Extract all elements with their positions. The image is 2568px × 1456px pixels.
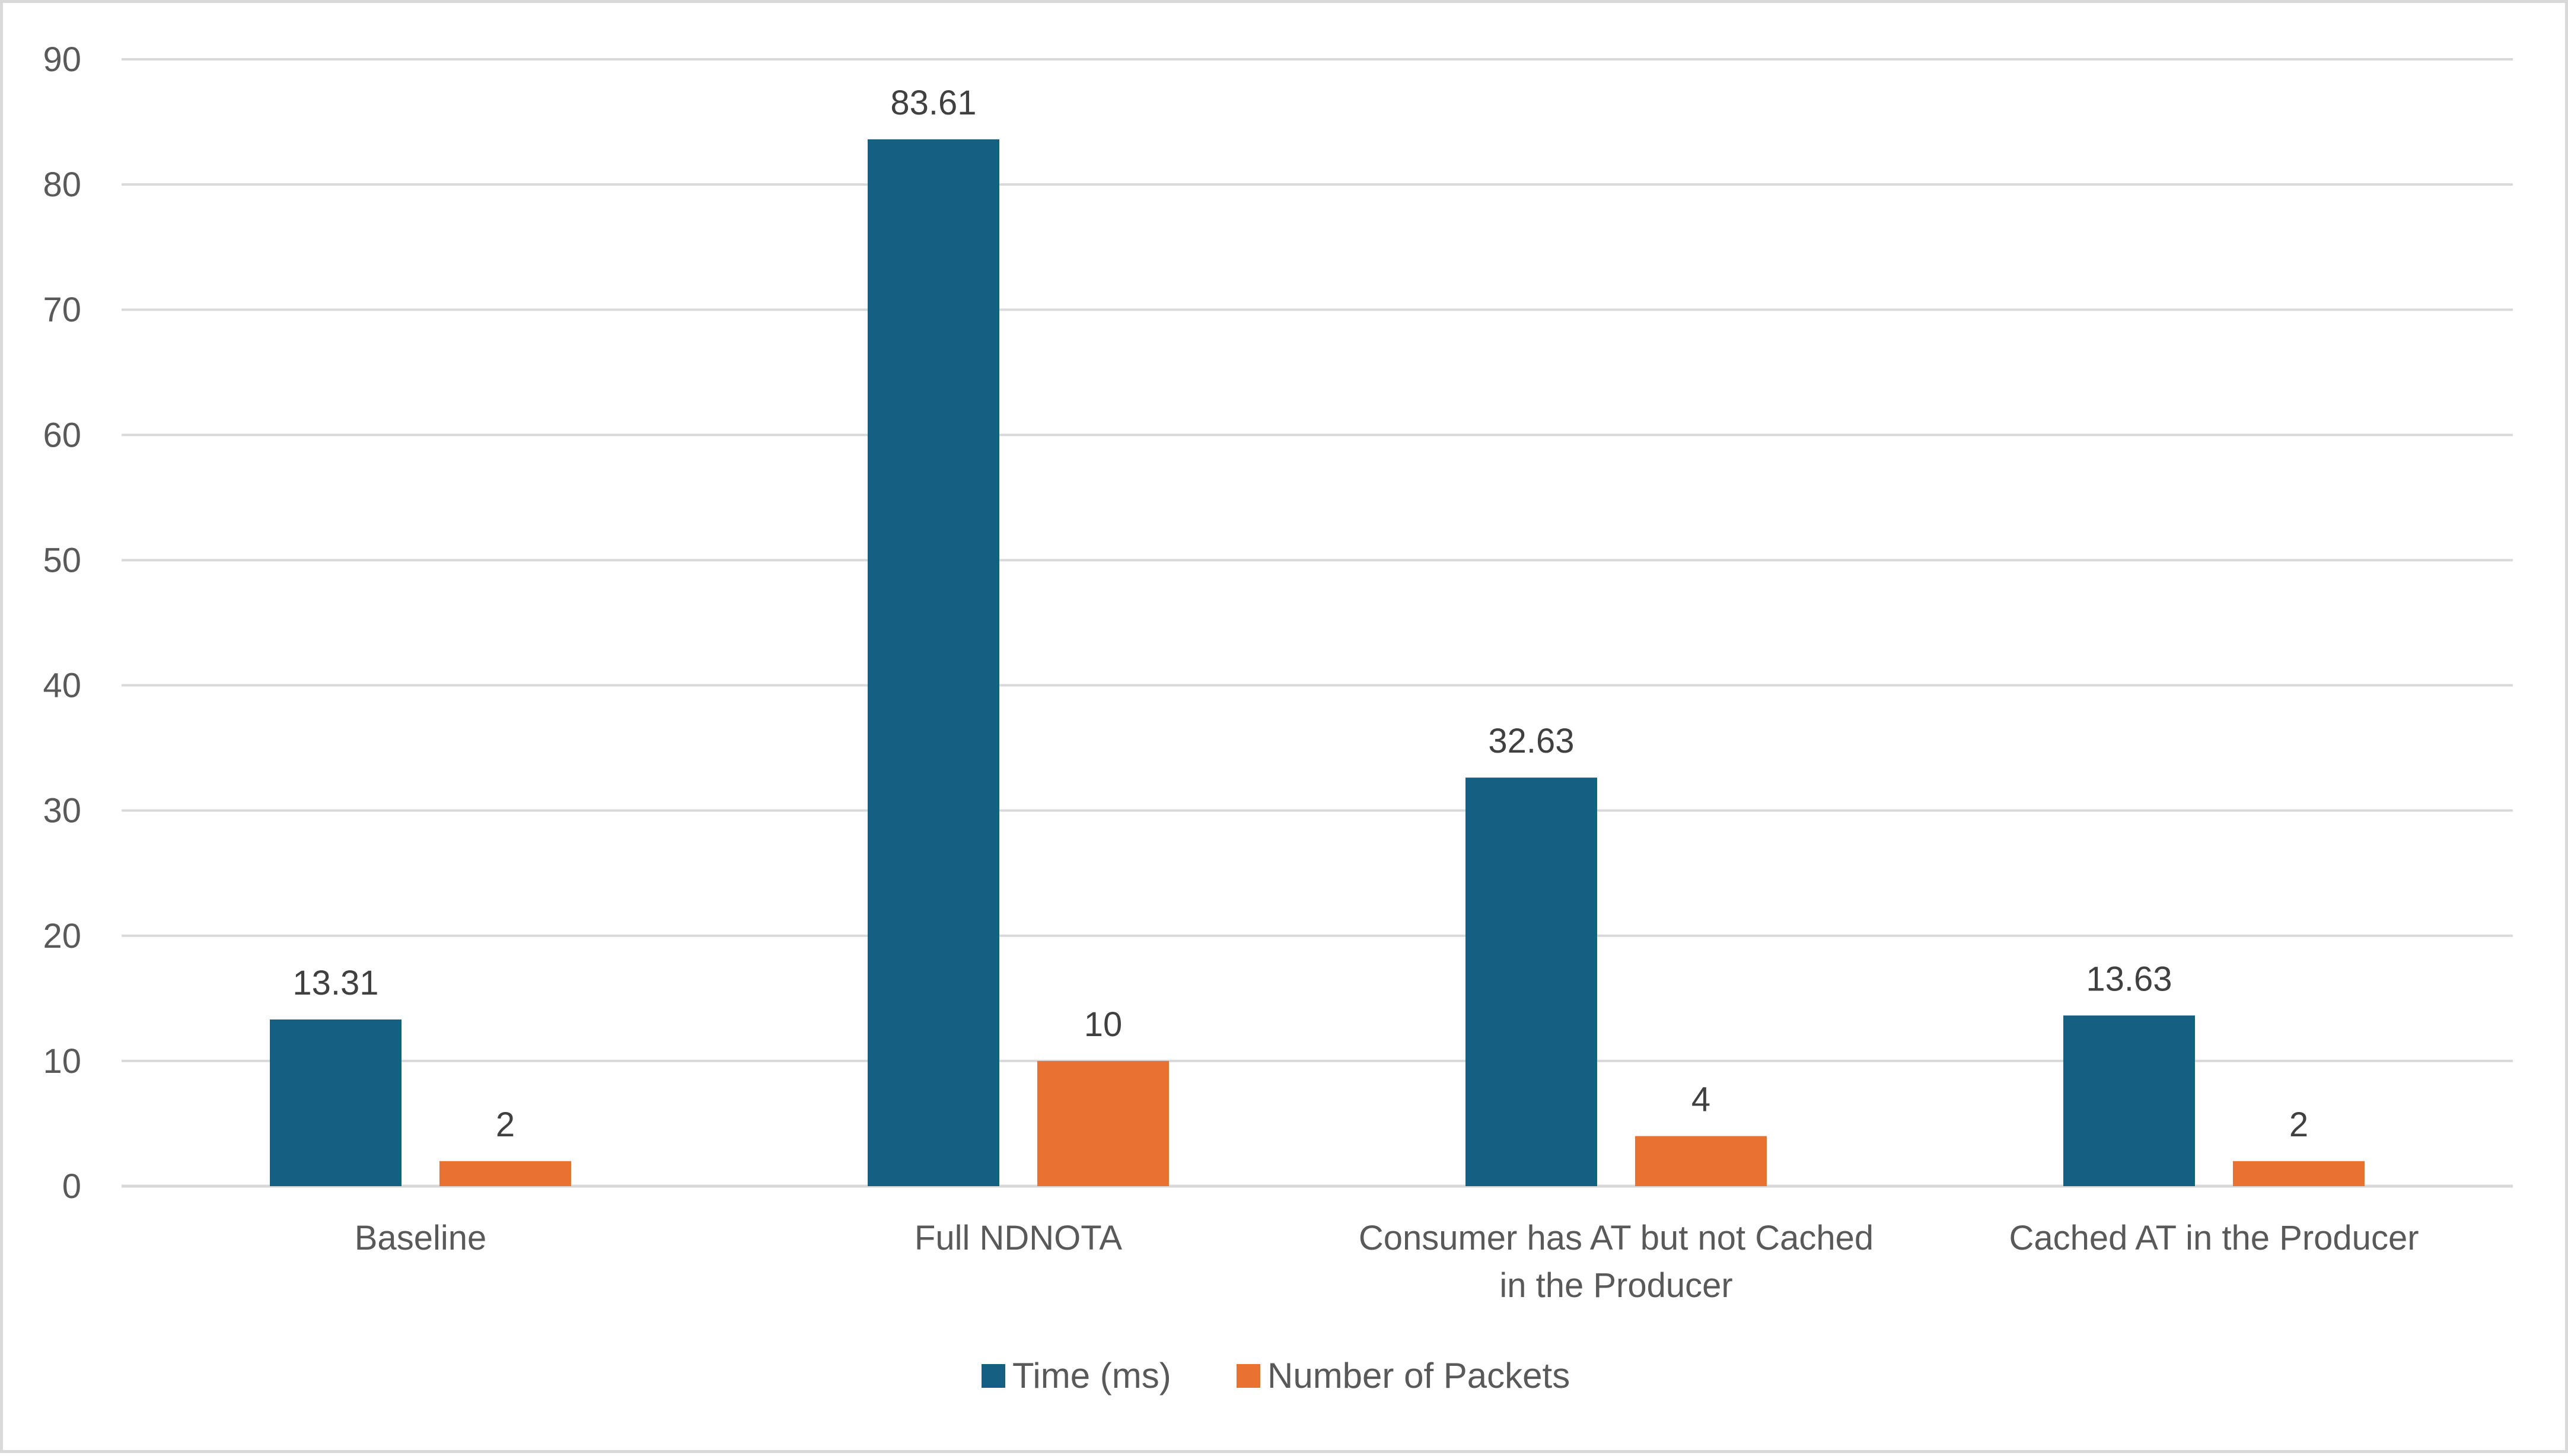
legend-item-time: Time (ms) xyxy=(1012,1356,1171,1396)
legend: Time (ms) Number of Packets xyxy=(982,1356,1570,1396)
time-data-label: 32.63 xyxy=(1488,722,1574,760)
time-bar xyxy=(270,1019,402,1186)
y-tick-label: 40 xyxy=(43,667,81,705)
y-tick-label: 20 xyxy=(43,917,81,955)
x-tick-label: Cached AT in the Producer xyxy=(2009,1219,2419,1257)
legend-item-packets: Number of Packets xyxy=(1267,1356,1570,1396)
packets-bar xyxy=(2233,1161,2365,1186)
time-bar xyxy=(2063,1015,2195,1186)
time-data-label: 83.61 xyxy=(890,84,976,122)
packets-data-label: 10 xyxy=(1084,1005,1123,1044)
gridlines xyxy=(122,58,2513,1188)
packets-legend-swatch xyxy=(1237,1364,1260,1388)
packets-bar xyxy=(1037,1060,1169,1186)
x-tick-label: Consumer has AT but not Cached xyxy=(1359,1219,1874,1257)
time-bar xyxy=(868,139,999,1186)
time-data-label: 13.31 xyxy=(292,964,378,1002)
packets-data-label: 4 xyxy=(1691,1081,1710,1119)
y-tick-label: 50 xyxy=(43,541,81,579)
x-tick-label: Full NDNOTA xyxy=(915,1219,1122,1257)
y-tick-label: 70 xyxy=(43,291,81,329)
packets-bar xyxy=(1635,1136,1767,1186)
y-tick-label: 90 xyxy=(43,40,81,79)
time-legend-swatch xyxy=(982,1364,1005,1388)
packets-data-label: 2 xyxy=(2289,1105,2308,1144)
y-axis-ticks: 0 10 20 30 40 50 60 70 80 90 xyxy=(43,40,81,1206)
data-labels: 13.31 2 83.61 10 32.63 4 13.63 2 xyxy=(292,84,2308,1144)
time-data-label: 13.63 xyxy=(2086,960,2172,998)
x-tick-label: in the Producer xyxy=(1499,1266,1732,1305)
packets-data-label: 2 xyxy=(496,1105,515,1144)
y-tick-label: 0 xyxy=(62,1167,81,1206)
y-tick-label: 30 xyxy=(43,792,81,830)
y-tick-label: 60 xyxy=(43,416,81,454)
y-tick-label: 80 xyxy=(43,165,81,204)
x-axis-labels: Baseline Full NDNOTA Consumer has AT but n… xyxy=(355,1219,2419,1305)
bars xyxy=(270,139,2365,1186)
packets-bar xyxy=(439,1161,571,1186)
time-bar xyxy=(1465,778,1597,1186)
x-tick-label: Baseline xyxy=(355,1219,486,1257)
y-tick-label: 10 xyxy=(43,1042,81,1081)
